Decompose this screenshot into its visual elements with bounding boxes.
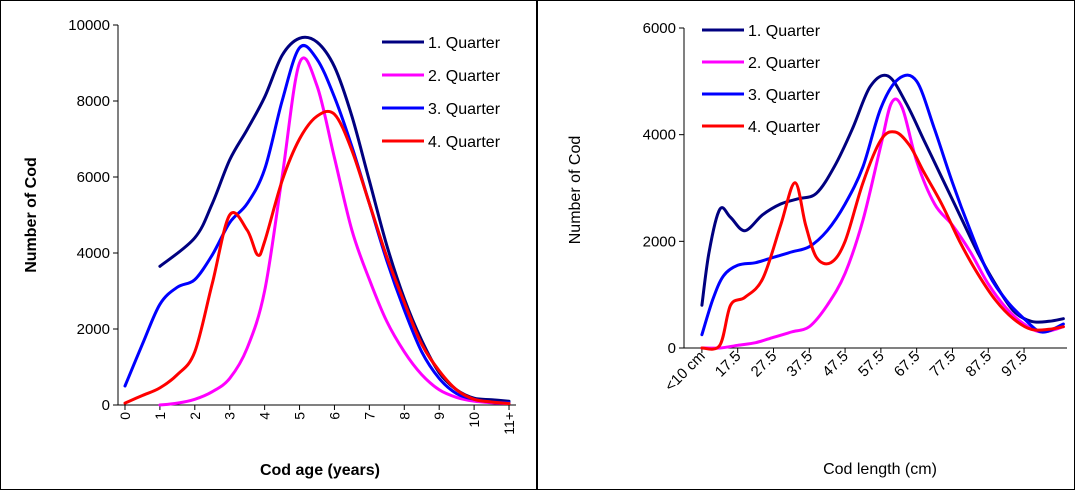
y-tick-label: 6000 <box>643 20 676 37</box>
series-line <box>158 56 511 407</box>
legend-label: 1. Quarter <box>748 23 821 40</box>
x-tick-label: 5 <box>292 412 308 420</box>
series-line <box>700 130 1065 351</box>
x-tick-label: 7 <box>361 412 377 420</box>
y-tick-label: 6000 <box>77 169 110 186</box>
y-axis-label: Number of Cod <box>567 136 584 245</box>
y-tick-label: 2000 <box>643 233 676 250</box>
y-axis-label: Number of Cod <box>23 157 40 273</box>
legend-label: 3. Quarter <box>748 87 821 104</box>
x-tick-label: 10 <box>466 412 482 428</box>
legend-label: 2. Quarter <box>428 68 501 85</box>
x-tick-label: 11+ <box>501 412 517 435</box>
x-tick-label: 2 <box>187 412 203 420</box>
legend-label: 4. Quarter <box>748 119 821 136</box>
y-tick-label: 4000 <box>643 127 676 144</box>
legend-label: 3. Quarter <box>428 101 501 118</box>
x-tick-label: 3 <box>222 412 238 420</box>
y-tick-label: 8000 <box>77 93 110 110</box>
series-line <box>700 97 1065 350</box>
series-line <box>123 109 511 405</box>
series-line <box>700 73 1065 337</box>
x-axis-label: Cod length (cm) <box>823 461 937 478</box>
y-tick-label: 4000 <box>77 245 110 262</box>
x-tick-label: 1 <box>152 412 168 420</box>
x-tick-label: 9 <box>431 412 447 420</box>
legend-label: 4. Quarter <box>428 134 501 151</box>
series-line <box>123 44 511 405</box>
legend-label: 2. Quarter <box>748 55 821 72</box>
x-tick-label: 4 <box>257 412 273 420</box>
x-axis-label: Cod age (years) <box>260 462 380 479</box>
x-tick-label: 0 <box>117 412 133 420</box>
x-tick-label: 6 <box>326 412 342 420</box>
chart-right-cod-length: Number of Cod Cod length (cm) 0 2000 4000 6… <box>537 0 1075 490</box>
legend: 1. Quarter 2. Quarter 3. Quarter 4. Quarter <box>382 35 501 151</box>
y-tick-label: 2000 <box>77 321 110 338</box>
legend: 1. Quarter 2. Quarter 3. Quarter 4. Quarter <box>702 23 821 136</box>
x-tick-label: 8 <box>396 412 412 420</box>
y-tick-label: 0 <box>102 397 110 414</box>
chart-left-cod-age: Number of Cod Cod age (years) 0 2000 4000 6… <box>0 0 537 490</box>
legend-label: 1. Quarter <box>428 35 501 52</box>
y-tick-label: 0 <box>668 340 676 357</box>
y-tick-label: 10000 <box>68 17 110 34</box>
